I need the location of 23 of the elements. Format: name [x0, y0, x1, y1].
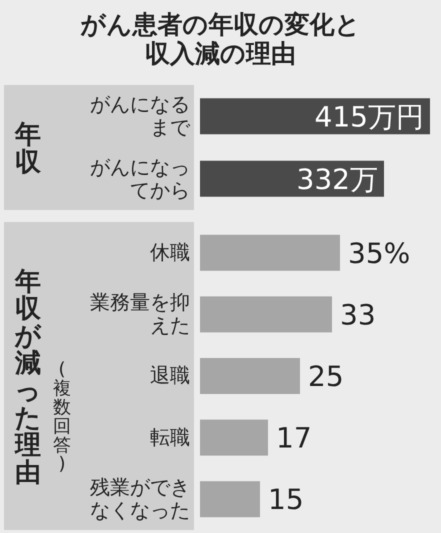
bar [200, 481, 260, 518]
bar [200, 234, 340, 271]
data-label: 33 [340, 298, 376, 332]
bar [200, 296, 332, 332]
data-label: 332万 [296, 162, 378, 196]
y-tick-label: がんになってから [89, 154, 190, 202]
data-label: 17 [276, 422, 312, 455]
data-label: 415万円 [314, 100, 424, 134]
y-axis-title: 年収 [14, 120, 42, 178]
y-tick-label: 退職 [149, 363, 190, 388]
bar [200, 420, 268, 456]
data-label: 15 [268, 483, 304, 516]
y-axis-title: 年収が減った理由 [14, 266, 42, 488]
y-tick-label: がんになるまで [89, 92, 190, 140]
y-tick-label: 休職 [149, 240, 190, 264]
bar [200, 358, 300, 394]
text: (複数回答) [53, 359, 71, 475]
y-tick-label: 転職 [149, 425, 190, 450]
chart-title: がん患者の年収の変化と収入減の理由 [80, 10, 362, 69]
y-tick-label: 残業ができなくなった [89, 475, 190, 522]
data-label: 35% [348, 236, 410, 270]
data-label: 25 [308, 360, 344, 393]
y-tick-label: 業務量を抑えた [89, 290, 190, 338]
